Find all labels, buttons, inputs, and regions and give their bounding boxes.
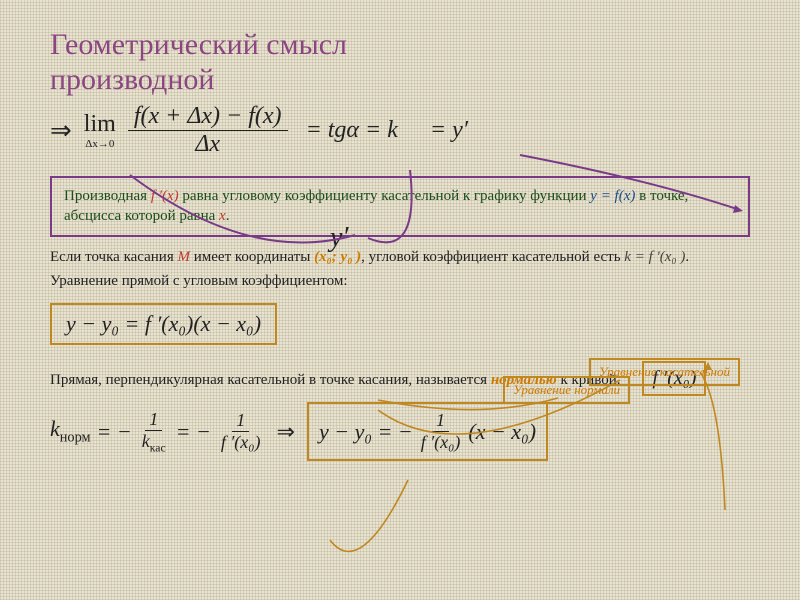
slide-title: Геометрический смысл производной xyxy=(50,28,750,97)
knorm: kнорм xyxy=(50,416,91,446)
def-p2: равна угловому коэффициенту касательной … xyxy=(179,188,591,204)
rhs-num: 1 xyxy=(432,410,449,432)
dq-numerator: f(x + Δx) − f(x) xyxy=(128,103,288,131)
lim-sub: Δx→0 xyxy=(85,138,114,150)
p1-keq: k = f ′(x₀ ) xyxy=(624,249,685,265)
def-x: x xyxy=(219,208,226,224)
limit: lim Δx→0 xyxy=(84,111,116,150)
frac-kcas: 1 kкас xyxy=(138,409,170,455)
def-p1: Производная xyxy=(64,188,151,204)
yprime-overlay: y′ xyxy=(330,222,349,254)
implies-arrow-2: ⇒ xyxy=(277,419,295,445)
p1-t3: , угловой коэффициент касательной есть xyxy=(361,249,624,265)
def-yfx: y = f(x) xyxy=(590,188,635,204)
f2-den: f ′(x₀) xyxy=(217,432,265,453)
f1-num: 1 xyxy=(145,409,162,431)
normal-label-text: Уравнение нормали xyxy=(513,382,620,397)
rhs-den: f ′(x₀) xyxy=(417,432,465,453)
title-line1: Геометрический смысл xyxy=(50,28,347,61)
title-line2: производной xyxy=(50,63,214,96)
p1-t4: . xyxy=(685,249,689,265)
paragraph-1: Если точка касания М имеет координаты (x… xyxy=(50,247,750,267)
main-formula: ⇒ lim Δx→0 f(x + Δx) − f(x) Δx = tgα = k… xyxy=(50,103,750,158)
eq-chain: = tgα = k xyxy=(306,117,398,144)
lim-word: lim xyxy=(84,111,116,138)
eq2: = − xyxy=(176,419,211,445)
rhs-left: y − y₀ = − xyxy=(319,419,413,445)
tangent-equation-box: y − y₀ = f ′(x₀)(x − x₀) xyxy=(50,303,277,345)
paragraph-2: Уравнение прямой с угловым коэффициентом… xyxy=(50,271,750,291)
dq-denominator: Δx xyxy=(189,131,226,158)
eq1: = − xyxy=(97,419,132,445)
normal-label: Уравнение нормали xyxy=(503,376,630,404)
rhs-right: (x − x₀) xyxy=(468,419,536,445)
difference-quotient: f(x + Δx) − f(x) Δx xyxy=(128,103,288,158)
normal-equation: kнорм = − 1 kкас = − 1 f ′(x₀) ⇒ y − y₀ … xyxy=(50,402,750,461)
p1-t2: имеет координаты xyxy=(190,249,314,265)
rhs-frac: 1 f ′(x₀) xyxy=(417,410,465,453)
def-fprime: f ′(x) xyxy=(151,188,179,204)
p1-t1: Если точка касания xyxy=(50,249,178,265)
p1-M: М xyxy=(178,249,191,265)
eq-yprime: = y′ xyxy=(430,117,468,144)
frac-fprime: 1 f ′(x₀) xyxy=(217,410,265,453)
definition-box: Производная f ′(x) равна угловому коэффи… xyxy=(50,176,750,237)
f1-den: kкас xyxy=(138,431,170,455)
p3-t1: Прямая, перпендикулярная касательной в т… xyxy=(50,372,491,388)
normal-rhs-box: y − y₀ = − 1 f ′(x₀) (x − x₀) xyxy=(307,402,548,461)
implies-arrow: ⇒ xyxy=(50,116,72,146)
f2-num: 1 xyxy=(232,410,249,432)
def-p4: . xyxy=(226,208,230,224)
